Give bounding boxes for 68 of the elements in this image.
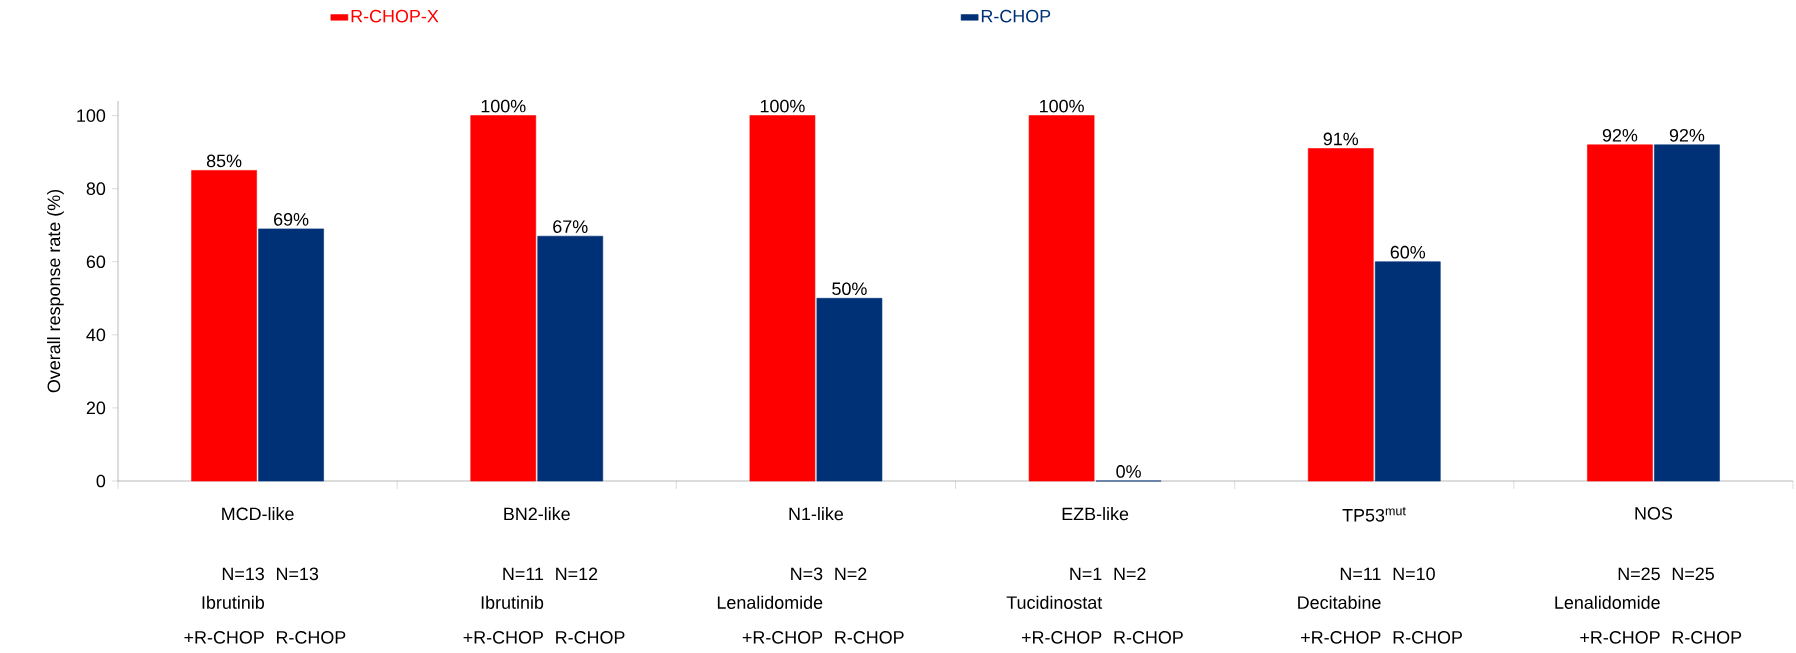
data-label: 0% — [1116, 465, 1141, 478]
data-label: 60% — [1390, 245, 1426, 259]
text: R-CHOP — [835, 631, 904, 644]
bar — [1307, 148, 1374, 482]
text: +R-CHOP — [1301, 631, 1381, 644]
bar — [1028, 115, 1095, 482]
text: Lenalidomide — [1555, 595, 1660, 609]
y-tick-label: 40 — [86, 328, 106, 342]
text: N=11 — [503, 567, 544, 580]
text: +R-CHOP — [184, 631, 264, 644]
text: N=2 — [835, 567, 867, 581]
text: +R-CHOP — [1580, 631, 1660, 644]
y-tick-label: 60 — [86, 255, 106, 269]
bar — [1654, 144, 1720, 482]
text: R-CHOP — [556, 631, 625, 644]
x-tick-label: EZB-like — [1062, 507, 1129, 521]
text: N=10 — [1393, 567, 1435, 581]
legend-label: R-CHOP — [981, 9, 1051, 23]
data-label: 100% — [481, 99, 526, 113]
y-axis-title: Overall response rate (%) — [47, 189, 64, 393]
data-label: 100% — [1040, 99, 1084, 113]
text: Lenalidomide — [717, 595, 823, 609]
bar — [1374, 261, 1441, 482]
text: N=13 — [222, 567, 264, 581]
x-tick-label: N1-like — [789, 507, 844, 521]
bar — [749, 115, 816, 482]
text: N=2 — [1114, 567, 1146, 581]
text: N=12 — [556, 567, 598, 581]
bar — [1587, 144, 1653, 482]
text: N=25 — [1618, 567, 1660, 581]
data-label: 100% — [760, 99, 805, 113]
y-tick-label: 100 — [77, 109, 106, 122]
text: +R-CHOP — [463, 631, 543, 644]
data-label: 92% — [1669, 128, 1705, 142]
data-label: 85% — [206, 154, 242, 168]
text: R-CHOP — [1672, 631, 1742, 644]
x-tick-label: TP53$^{mut}$ — [1342, 507, 1406, 522]
text: R-CHOP — [277, 631, 346, 644]
text: Ibrutinib — [481, 595, 544, 609]
text: Ibrutinib — [202, 595, 264, 609]
x-tick-label: MCD-like — [222, 507, 294, 521]
legend-label: R-CHOP-X — [351, 9, 439, 23]
data-label: 92% — [1602, 128, 1638, 142]
y-tick-label: 80 — [86, 182, 106, 196]
text: N=13 — [277, 567, 319, 581]
text: N=1 — [1070, 567, 1102, 580]
bar — [537, 235, 604, 482]
bar — [470, 115, 537, 482]
bar — [258, 228, 324, 482]
bar — [816, 298, 883, 482]
bar — [191, 170, 257, 482]
text: N=25 — [1672, 567, 1714, 581]
text: Tucidinostat — [1006, 595, 1103, 609]
data-label: 50% — [832, 282, 867, 296]
text: Decitabine — [1298, 595, 1381, 609]
text: N=11 — [1340, 567, 1381, 580]
text: +R-CHOP — [1021, 631, 1102, 644]
data-label: 69% — [274, 212, 309, 226]
data-label: 67% — [553, 220, 588, 233]
text: N=3 — [791, 567, 823, 581]
data-label: 91% — [1323, 132, 1359, 146]
y-tick-label: 20 — [86, 401, 106, 415]
text: R-CHOP — [1114, 631, 1183, 644]
y-tick-label: 0 — [96, 474, 106, 488]
x-tick-label: NOS — [1635, 507, 1673, 520]
text: R-CHOP — [1393, 631, 1462, 644]
x-tick-label: BN2-like — [504, 507, 570, 521]
text: +R-CHOP — [742, 631, 823, 644]
